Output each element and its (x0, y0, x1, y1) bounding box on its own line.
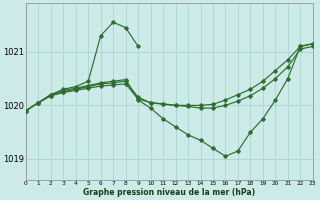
X-axis label: Graphe pression niveau de la mer (hPa): Graphe pression niveau de la mer (hPa) (83, 188, 255, 197)
